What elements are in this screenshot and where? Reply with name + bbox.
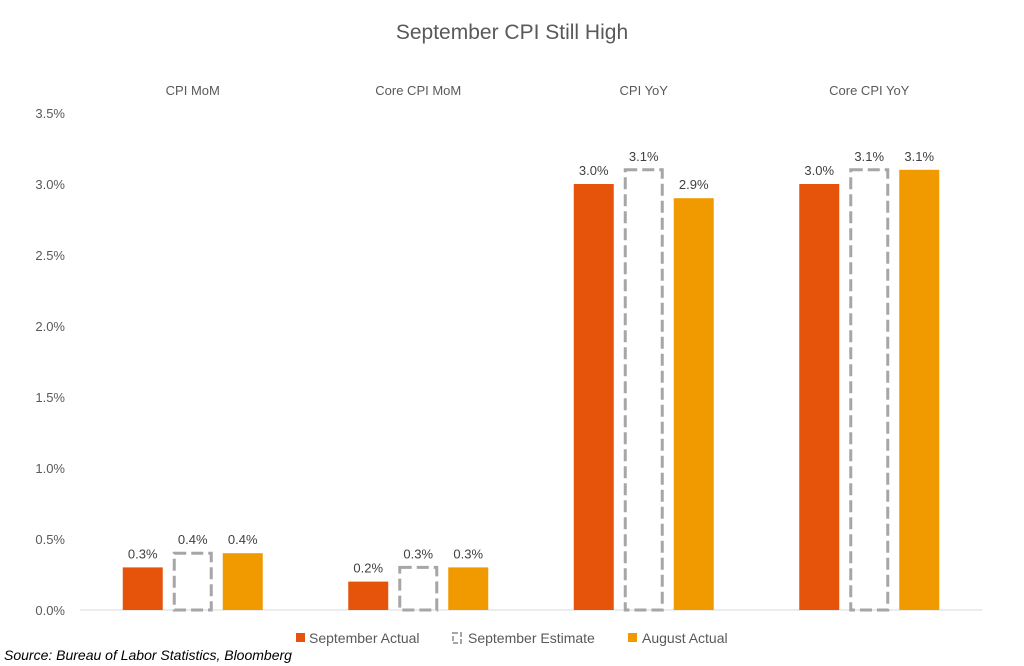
y-tick-label: 2.5% — [35, 248, 65, 263]
chart-title: September CPI Still High — [396, 21, 628, 44]
bar — [348, 581, 389, 610]
source-note: Source: Bureau of Labor Statistics, Bloo… — [4, 647, 292, 663]
legend-swatch — [452, 632, 462, 644]
data-label: 3.0% — [804, 163, 834, 178]
data-label: 0.4% — [228, 532, 258, 547]
bars — [122, 168, 940, 612]
bar-estimate — [398, 565, 439, 612]
data-label: 0.3% — [403, 546, 433, 561]
data-label: 3.0% — [579, 163, 609, 178]
y-tick-label: 2.0% — [35, 319, 65, 334]
category-labels: CPI MoM Core CPI MoM CPI YoY Core CPI YoY — [166, 83, 910, 98]
bar — [673, 198, 714, 610]
legend-swatch — [296, 633, 305, 642]
y-tick-label: 1.5% — [35, 390, 65, 405]
data-label: 3.1% — [629, 149, 659, 164]
legend-label: September Actual — [309, 630, 420, 646]
y-axis: 0.0% 0.5% 1.0% 1.5% 2.0% 2.5% 3.0% 3.5% — [35, 106, 65, 618]
y-tick-label: 0.0% — [35, 603, 65, 618]
y-tick-label: 1.0% — [35, 461, 65, 476]
category-label: CPI YoY — [620, 83, 669, 98]
legend: September Actual September Estimate August… — [296, 630, 728, 646]
bar — [222, 553, 263, 610]
data-label: 0.3% — [453, 546, 483, 561]
data-label: 0.4% — [178, 532, 208, 547]
bar-estimate — [623, 168, 664, 612]
bar — [899, 169, 940, 611]
data-label: 0.2% — [353, 561, 383, 576]
category-label: Core CPI MoM — [375, 83, 461, 98]
y-tick-label: 3.0% — [35, 177, 65, 192]
bar — [573, 184, 614, 610]
data-label: 3.1% — [904, 149, 934, 164]
data-label: 2.9% — [679, 177, 709, 192]
category-label: CPI MoM — [166, 83, 220, 98]
legend-swatch — [628, 633, 637, 642]
legend-label: September Estimate — [468, 630, 595, 646]
category-label: Core CPI YoY — [829, 83, 910, 98]
data-label: 3.1% — [854, 149, 884, 164]
bar-estimate — [849, 168, 890, 612]
bar — [122, 567, 163, 610]
data-labels: 0.3% 0.4% 0.4% 0.2% 0.3% 0.3% 3.0% 3.1% 2.9% 3.0%… — [128, 149, 935, 576]
y-tick-label: 3.5% — [35, 106, 65, 121]
bar-estimate — [172, 551, 213, 612]
y-tick-label: 0.5% — [35, 532, 65, 547]
legend-label: August Actual — [642, 630, 728, 646]
data-label: 0.3% — [128, 546, 158, 561]
bar — [448, 567, 489, 610]
bar — [799, 184, 840, 610]
